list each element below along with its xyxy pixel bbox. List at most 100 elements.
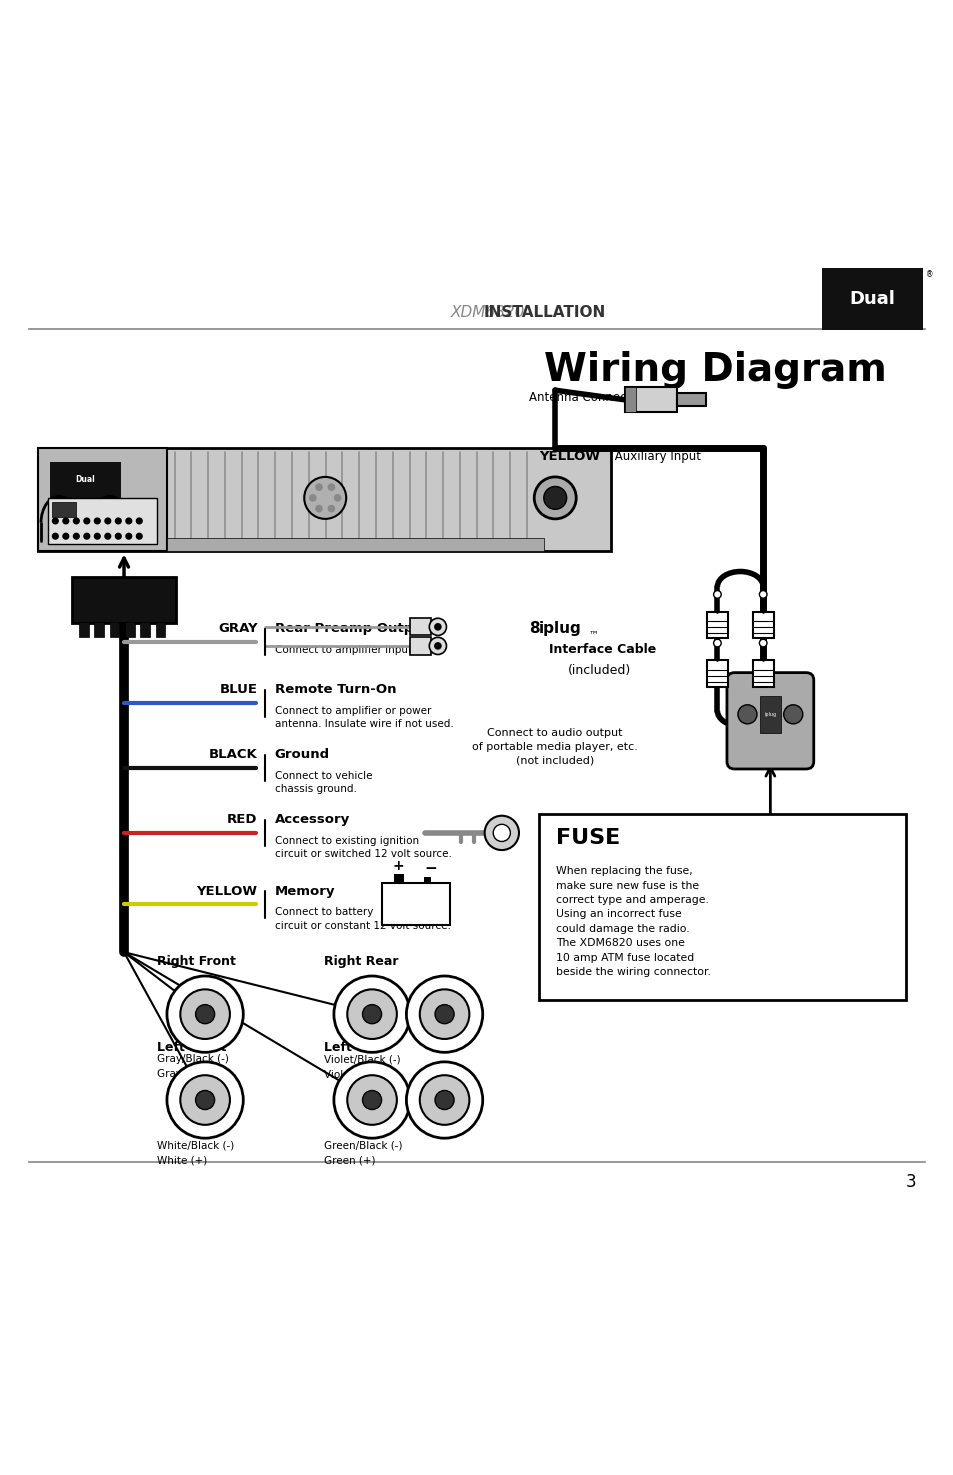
Circle shape — [314, 484, 322, 491]
Circle shape — [429, 618, 446, 636]
Circle shape — [73, 518, 79, 524]
Text: Left Front: Left Front — [157, 1041, 227, 1055]
Text: Violet (+): Violet (+) — [324, 1069, 374, 1080]
Circle shape — [105, 518, 111, 524]
Bar — [71, 577, 176, 622]
Circle shape — [167, 1062, 243, 1139]
Circle shape — [737, 705, 756, 724]
Circle shape — [180, 1075, 230, 1125]
Bar — [167, 538, 543, 552]
Text: ®: ® — [925, 270, 933, 279]
Bar — [38, 448, 610, 552]
Circle shape — [63, 518, 69, 524]
Text: Antenna Connector: Antenna Connector — [529, 391, 643, 404]
Bar — [752, 661, 773, 687]
Circle shape — [136, 518, 142, 524]
Circle shape — [429, 637, 446, 655]
Circle shape — [126, 518, 132, 524]
Bar — [624, 388, 636, 412]
Bar — [50, 462, 121, 499]
Text: Wiring Diagram: Wiring Diagram — [544, 351, 886, 389]
Text: Green (+): Green (+) — [324, 1155, 375, 1165]
Circle shape — [334, 1062, 410, 1139]
Text: iplug: iplug — [763, 712, 776, 717]
Circle shape — [195, 1004, 214, 1024]
Bar — [538, 814, 905, 1000]
Text: −: − — [424, 861, 437, 876]
Text: Connect to audio output
of portable media player, etc.
(not included): Connect to audio output of portable medi… — [472, 729, 638, 766]
Circle shape — [334, 976, 410, 1052]
Circle shape — [180, 990, 230, 1038]
Circle shape — [493, 825, 510, 841]
Text: Right Front: Right Front — [157, 956, 236, 969]
Circle shape — [105, 534, 111, 538]
Text: YELLOW: YELLOW — [538, 450, 599, 463]
Bar — [706, 612, 727, 639]
Text: Connect to vehicle
chassis ground.: Connect to vehicle chassis ground. — [274, 771, 372, 794]
Text: BLACK: BLACK — [209, 748, 257, 761]
Circle shape — [327, 484, 335, 491]
Circle shape — [195, 1090, 214, 1109]
Text: Connect to existing ignition
circuit or switched 12 volt source.: Connect to existing ignition circuit or … — [274, 836, 451, 858]
Circle shape — [362, 1004, 381, 1024]
Bar — [759, 696, 781, 733]
Bar — [821, 268, 922, 330]
Circle shape — [84, 534, 90, 538]
Bar — [140, 622, 150, 637]
Text: INSTALLATION: INSTALLATION — [483, 305, 605, 320]
Text: XDM6820: XDM6820 — [450, 305, 529, 320]
Text: +: + — [393, 860, 404, 873]
Text: Gray (+): Gray (+) — [157, 1069, 202, 1080]
Text: When replacing the fuse,
make sure new fuse is the
correct type and amperage.
Us: When replacing the fuse, make sure new f… — [556, 866, 710, 976]
Circle shape — [406, 976, 482, 1052]
Circle shape — [126, 534, 132, 538]
Text: Violet/Black (-): Violet/Black (-) — [324, 1055, 400, 1065]
Text: Ground: Ground — [274, 748, 330, 761]
Text: Auxiliary Input: Auxiliary Input — [610, 450, 700, 463]
Text: Gray/Black (-): Gray/Black (-) — [157, 1055, 229, 1065]
Text: Right Rear: Right Rear — [324, 956, 398, 969]
Text: GRAY: GRAY — [217, 622, 257, 636]
Circle shape — [347, 1075, 396, 1125]
Circle shape — [419, 1075, 469, 1125]
Bar — [381, 884, 450, 925]
Circle shape — [434, 622, 441, 631]
Text: ™: ™ — [588, 628, 598, 639]
Circle shape — [713, 639, 720, 648]
Bar — [125, 622, 134, 637]
Text: BLUE: BLUE — [219, 683, 257, 696]
Circle shape — [534, 476, 576, 519]
Circle shape — [327, 504, 335, 512]
Text: Connect to amplifier or power
antenna. Insulate wire if not used.: Connect to amplifier or power antenna. I… — [274, 707, 453, 729]
Circle shape — [434, 642, 441, 649]
Bar — [52, 502, 76, 518]
Bar — [624, 388, 677, 412]
Bar — [79, 622, 89, 637]
Circle shape — [94, 518, 100, 524]
Bar — [752, 612, 773, 639]
Text: FUSE: FUSE — [556, 827, 619, 848]
Circle shape — [52, 518, 58, 524]
Bar — [48, 499, 157, 544]
Bar — [410, 637, 431, 655]
Circle shape — [759, 639, 766, 648]
Bar — [94, 622, 104, 637]
Circle shape — [63, 534, 69, 538]
Text: Green/Black (-): Green/Black (-) — [324, 1140, 402, 1150]
Circle shape — [334, 494, 341, 502]
Circle shape — [713, 590, 720, 599]
Circle shape — [759, 590, 766, 599]
Bar — [155, 622, 165, 637]
Text: Connect to amplifier input.: Connect to amplifier input. — [274, 645, 415, 655]
Circle shape — [115, 534, 121, 538]
Text: 8: 8 — [529, 621, 539, 636]
Circle shape — [94, 534, 100, 538]
Text: 3: 3 — [904, 1174, 915, 1192]
Circle shape — [167, 976, 243, 1052]
Circle shape — [484, 816, 518, 850]
Circle shape — [304, 476, 346, 519]
Circle shape — [314, 504, 322, 512]
FancyBboxPatch shape — [726, 673, 813, 768]
Bar — [410, 618, 431, 636]
Circle shape — [84, 518, 90, 524]
